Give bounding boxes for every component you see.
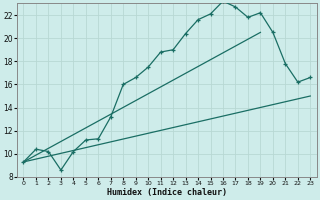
- X-axis label: Humidex (Indice chaleur): Humidex (Indice chaleur): [107, 188, 227, 197]
